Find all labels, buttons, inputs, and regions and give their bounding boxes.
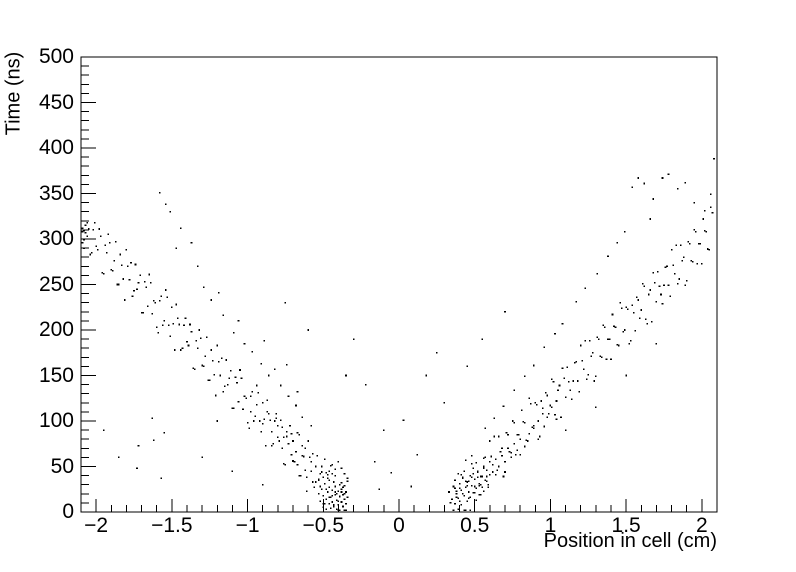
x-tick-label: 2 (696, 514, 708, 537)
y-tick-label: 150 (38, 363, 74, 387)
y-tick-label: 200 (38, 318, 74, 341)
y-tick-label: 500 (38, 45, 74, 68)
x-tick-label: 0 (393, 514, 405, 537)
y-tick-label: 450 (38, 90, 74, 114)
x-major-ticks (95, 499, 703, 512)
y-tick-label: 350 (38, 181, 74, 205)
scatter-points (81, 158, 715, 511)
y-minor-ticks (81, 65, 89, 504)
x-tick-label: 0.5 (460, 514, 490, 537)
plot-frame (80, 56, 718, 513)
x-tick-label: 1 (544, 514, 557, 537)
x-tick-label: −1 (235, 514, 260, 537)
x-tick-label: 1.5 (611, 514, 641, 537)
x-axis-title: Position in cell (cm) (543, 530, 717, 552)
x-tick-label: −0.5 (302, 514, 345, 537)
y-tick-label: 300 (38, 227, 74, 250)
y-tick-label: 0 (62, 500, 74, 523)
x-minor-ticks (110, 505, 688, 512)
x-tick-label: −2 (84, 514, 109, 537)
x-tick-label: −1.5 (151, 514, 193, 537)
y-tick-label: 50 (50, 454, 74, 478)
y-major-ticks (81, 56, 96, 513)
y-tick-label: 400 (38, 136, 74, 159)
y-tick-label: 100 (38, 409, 74, 432)
y-tick-label: 250 (38, 272, 74, 296)
